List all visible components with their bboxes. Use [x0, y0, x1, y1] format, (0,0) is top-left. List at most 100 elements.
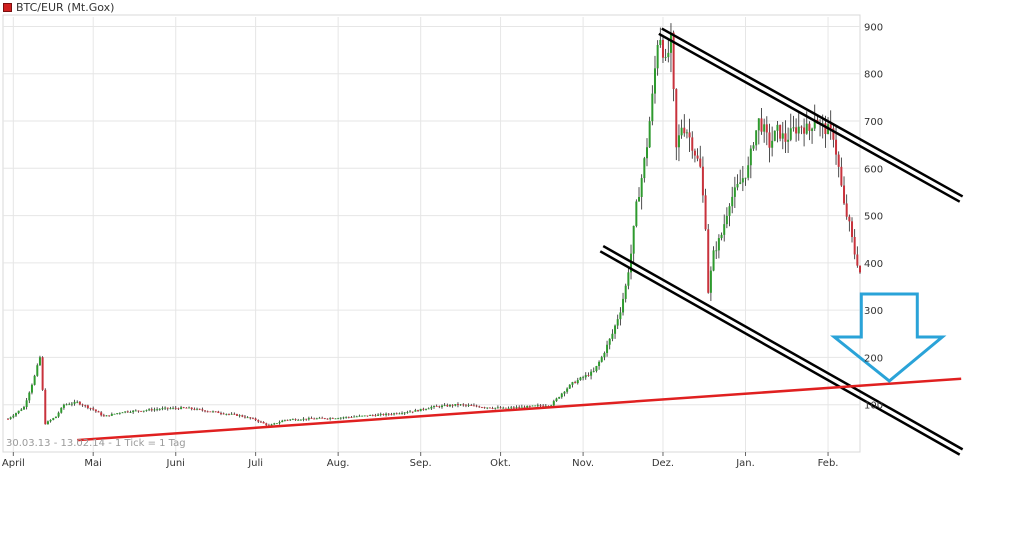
- candle-body: [275, 423, 278, 425]
- candle-body: [217, 411, 220, 414]
- candle-body: [406, 412, 409, 413]
- candle-body: [443, 405, 446, 406]
- candle-body: [499, 407, 502, 409]
- candle-body: [196, 408, 199, 410]
- chart-info-text: 30.03.13 - 13.02.14 - 1 Tick = 1 Tag: [6, 438, 186, 449]
- candle-body: [848, 216, 851, 222]
- candle-body: [616, 319, 619, 326]
- candle-body: [632, 225, 635, 254]
- candle-body: [843, 185, 846, 204]
- candle-body: [430, 406, 433, 409]
- x-tick-label: Sep.: [410, 458, 432, 469]
- candle-body: [462, 404, 465, 406]
- candle-body: [598, 361, 601, 367]
- candle-body: [14, 413, 17, 416]
- candle-body: [664, 57, 667, 58]
- candle-body: [337, 418, 340, 420]
- y-tick-label: 700: [864, 117, 883, 128]
- candle-body: [459, 404, 462, 406]
- candle-body: [765, 124, 768, 133]
- candle-body: [731, 196, 734, 207]
- candle-body: [446, 405, 449, 407]
- candle-body: [768, 132, 771, 148]
- candle-body: [265, 423, 268, 426]
- candle-body: [699, 158, 702, 167]
- candle-body: [496, 407, 499, 409]
- candle-body: [440, 405, 443, 408]
- candle-body: [619, 312, 622, 320]
- candle-body: [278, 422, 281, 424]
- candle-body: [307, 418, 310, 420]
- candle-body: [419, 408, 422, 412]
- candle-body: [744, 177, 747, 179]
- candle-body: [566, 388, 569, 392]
- candle-body: [350, 417, 353, 418]
- plot-frame: [2, 14, 861, 453]
- candle-body: [728, 206, 731, 216]
- candle-body: [733, 187, 736, 197]
- candle-body: [366, 415, 369, 417]
- candle-body: [201, 409, 204, 411]
- x-tick-label: Feb.: [818, 458, 839, 469]
- candle-body: [709, 270, 712, 293]
- candle-body: [30, 384, 33, 393]
- annotations: [830, 292, 947, 383]
- y-tick-label: 600: [864, 164, 883, 175]
- candle-body: [17, 410, 20, 414]
- candle-body: [286, 419, 289, 421]
- candle-body: [57, 412, 60, 417]
- candle-body: [382, 414, 385, 415]
- candle-body: [425, 409, 428, 410]
- candle-body: [808, 123, 811, 131]
- candle-body: [829, 124, 832, 129]
- candle-body: [342, 417, 345, 419]
- candle-body: [403, 412, 406, 414]
- candle-body: [675, 89, 678, 148]
- candle-body: [177, 408, 180, 410]
- candle-body: [395, 413, 398, 415]
- candle-body: [475, 405, 478, 407]
- candle-body: [166, 407, 169, 409]
- candle-body: [361, 415, 364, 417]
- y-tick-label: 200: [864, 353, 883, 364]
- x-tick-label: Aug.: [327, 458, 350, 469]
- candle-body: [715, 250, 718, 252]
- candle-body: [78, 401, 81, 405]
- candle-body: [736, 183, 739, 188]
- candle-body: [169, 408, 172, 410]
- candle-body: [454, 404, 457, 406]
- x-tick-label: Nov.: [572, 458, 594, 469]
- candle-body: [97, 411, 100, 413]
- y-tick-label: 500: [864, 212, 883, 223]
- candle-body: [38, 357, 41, 366]
- candle-body: [89, 407, 92, 409]
- candle-body: [385, 413, 388, 415]
- candle-body: [230, 413, 233, 415]
- candle-body: [12, 415, 15, 418]
- candle-body: [222, 413, 225, 415]
- axes: 100 200 300 400 500 600 700 800 900 April Mai Juni J…: [2, 22, 883, 469]
- candle-body: [606, 344, 609, 353]
- candle-body: [251, 418, 254, 420]
- candle-body: [451, 404, 454, 406]
- chart-legend: BTC/EUR (Mt.Gox): [3, 0, 114, 14]
- y-tick-label: 400: [864, 259, 883, 270]
- trendline-upper-channel: [661, 27, 964, 198]
- candle-body: [118, 412, 121, 414]
- candle-body: [792, 127, 795, 129]
- candle-body: [571, 382, 574, 385]
- candle-body: [52, 418, 55, 420]
- candle-body: [371, 415, 374, 416]
- candle-body: [190, 407, 193, 409]
- candle-body: [789, 128, 792, 140]
- candle-body: [763, 124, 766, 132]
- candle-body: [427, 408, 430, 410]
- candle-body: [680, 127, 683, 136]
- candle-body: [707, 229, 710, 293]
- candle-body: [717, 238, 720, 251]
- candle-body: [472, 405, 475, 407]
- candle-body: [688, 132, 691, 138]
- candle-body: [638, 196, 641, 202]
- x-tick-label: Juli: [247, 458, 263, 469]
